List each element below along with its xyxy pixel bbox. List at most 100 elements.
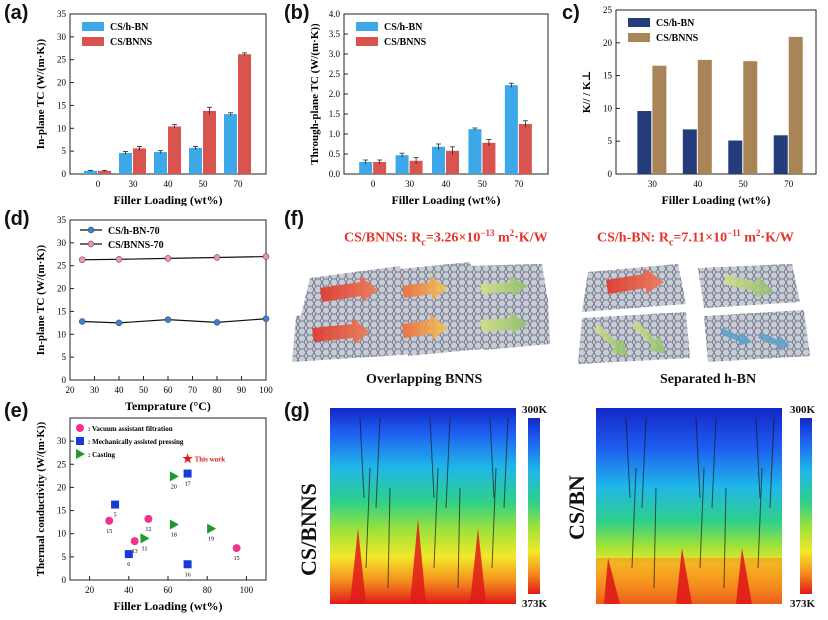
heat-arrow-3	[480, 276, 528, 296]
legend-swatch	[82, 37, 104, 46]
y-tick-label: 0.0	[329, 169, 341, 179]
bar	[788, 36, 803, 175]
point-label: 15	[106, 529, 112, 535]
data-point	[140, 533, 150, 544]
y-tick-label: 0	[608, 169, 613, 179]
y-tick-label: 25	[57, 55, 67, 65]
y-tick-label: 5	[62, 552, 67, 562]
legend-swatch	[82, 22, 104, 31]
y-axis-label: Thermal conductivity (W/(m·K))	[35, 421, 47, 576]
bar	[773, 135, 788, 174]
heat-arrow-4	[312, 318, 370, 344]
x-tick-label: 80	[203, 585, 213, 595]
sim-label-right: CS/BN	[564, 475, 589, 540]
bar	[728, 140, 743, 174]
y-axis-label: Through-plane TC (W/(m·K))	[309, 23, 321, 165]
bar	[518, 124, 532, 174]
y-tick-label: 15	[57, 306, 67, 316]
y-tick-label: 30	[57, 436, 67, 446]
hbn-arrow-2	[724, 274, 774, 298]
x-tick-label: 70	[784, 179, 794, 189]
x-tick-label: 50	[739, 179, 749, 189]
y-axis-label: In-plane TC (W/(m·K))	[35, 38, 47, 149]
panel-label-c: c)	[562, 2, 580, 24]
x-tick-label: 40	[115, 385, 125, 395]
cbar-right-bottom: 373K	[790, 598, 816, 610]
y-tick-label: 10	[57, 329, 67, 339]
y-tick-label: 1.5	[329, 109, 341, 119]
x-tick-label: 70	[188, 385, 198, 395]
chart-d: 0 5 10 15 20 25 30 35 In-plane TC (W/(m·K)) Tempr…	[35, 215, 273, 412]
x-tick-label: 20	[66, 385, 76, 395]
schematic-separated-hbn	[578, 264, 810, 364]
caption-overlapping: Overlapping BNNS	[366, 372, 483, 387]
y-tick-label: 10	[57, 529, 67, 539]
x-tick-label: 70	[234, 179, 244, 189]
x-tick-label: 40	[442, 179, 452, 189]
y-tick-label: 20	[57, 284, 67, 294]
point-label: 17	[185, 482, 191, 488]
x-tick-label: 40	[124, 585, 134, 595]
bar	[154, 152, 167, 174]
panel-label-d: (d)	[4, 208, 30, 230]
series-line	[82, 318, 267, 324]
x-tick-label: 0	[96, 179, 101, 189]
data-point	[262, 253, 270, 260]
y-tick-label: 30	[57, 238, 67, 248]
sim-label-left: CS/BNNS	[296, 483, 321, 576]
schematic-overlapping-bnns	[292, 262, 550, 362]
x-tick-label: 30	[405, 179, 415, 189]
point-label: 18	[171, 532, 177, 538]
bar	[119, 152, 132, 174]
x-tick-label: 70	[514, 179, 524, 189]
cbar-left-bottom: 373K	[522, 598, 548, 610]
bar	[482, 142, 496, 174]
y-tick-label: 25	[57, 261, 67, 271]
y-tick-label: 35	[57, 215, 67, 225]
bar	[133, 148, 146, 174]
point-label: 15	[234, 556, 240, 562]
point-label: 20	[171, 484, 177, 490]
bar	[203, 110, 216, 174]
legend-label: CS/h-BN	[656, 18, 695, 29]
legend-marker	[87, 240, 95, 248]
bar	[468, 129, 482, 174]
point-label: 31	[141, 546, 147, 552]
data-point	[207, 523, 217, 534]
y-tick-label: 20	[603, 38, 613, 48]
panel-label-f: (f)	[284, 208, 304, 230]
x-tick-label: 90	[237, 385, 247, 395]
x-tick-label: 30	[129, 179, 139, 189]
cbar-right-top: 300K	[790, 404, 816, 416]
legend-marker	[76, 424, 84, 432]
series-line	[82, 255, 267, 261]
data-point	[182, 453, 193, 464]
x-tick-label: 60	[164, 585, 174, 595]
legend-label: CS/h-BN	[110, 22, 149, 33]
legend-label: CS/BNNS	[656, 33, 699, 44]
y-tick-label: 0	[62, 169, 67, 179]
y-tick-label: 5	[62, 352, 67, 362]
x-tick-label: 30	[90, 385, 100, 395]
y-tick-label: 2.5	[329, 69, 341, 79]
x-tick-label: 0	[371, 179, 376, 189]
colorbar-left	[528, 418, 540, 594]
x-tick-label: 50	[199, 179, 209, 189]
x-axis-label: Filler Loading (wt%)	[113, 599, 222, 613]
bar	[682, 129, 697, 174]
y-tick-label: 20	[57, 78, 67, 88]
bar	[743, 61, 758, 174]
x-axis-label: Filler Loading (wt%)	[661, 193, 770, 206]
legend-swatch	[356, 22, 378, 31]
caption-separated: Separated h-BN	[660, 372, 757, 387]
legend-swatch	[628, 33, 650, 42]
bar	[432, 146, 445, 174]
chart-b: 0.0 0.5 1.0 1.5 2.0 2.5 3.0 3.5 4.0 Through-plane…	[309, 9, 549, 206]
bar	[637, 111, 652, 174]
x-tick-label: 40	[693, 179, 703, 189]
chart-a: 0 5 10 15 20 25 30 35 In-plane TC (W/(m·K)) Fille…	[35, 9, 267, 206]
sim-bn-hot-3	[736, 548, 752, 604]
y-axis-label: K// / K⊥	[581, 71, 593, 113]
x-tick-label: 40	[164, 179, 174, 189]
data-point	[115, 256, 123, 263]
